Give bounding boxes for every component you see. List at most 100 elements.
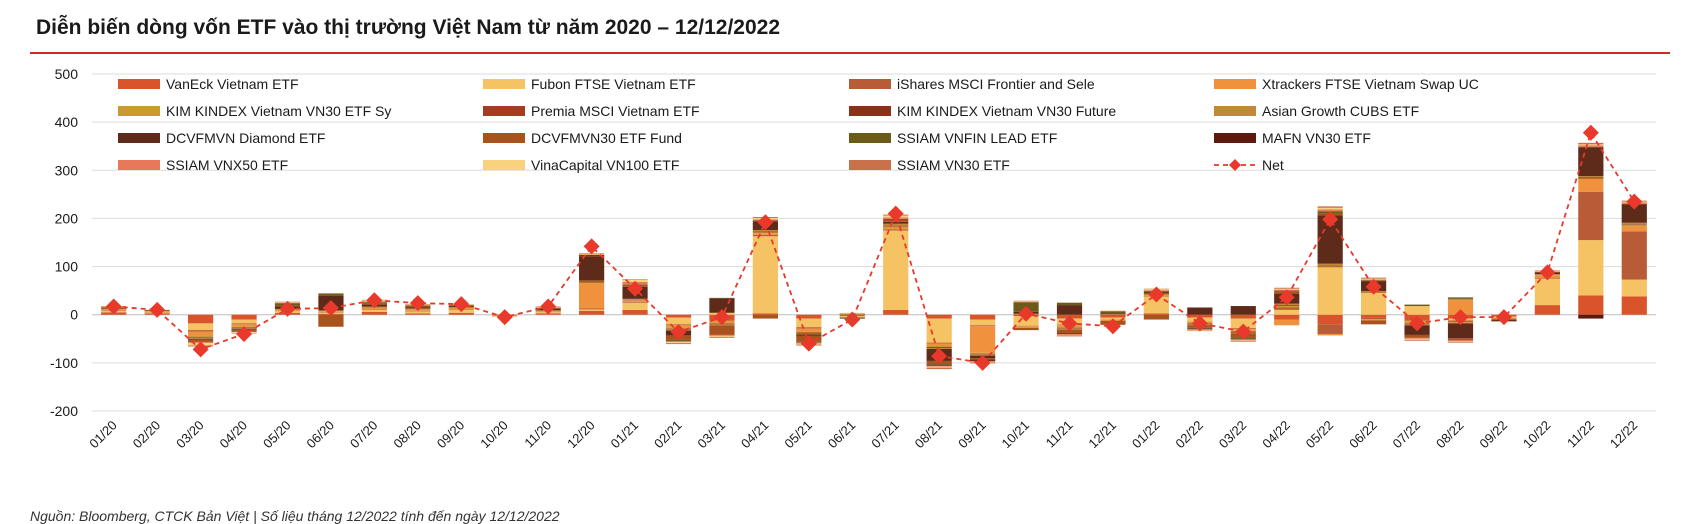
legend-swatch <box>1214 79 1256 89</box>
x-tick-label: 02/20 <box>130 418 164 452</box>
x-tick-label: 03/21 <box>694 418 728 452</box>
y-tick-label: -100 <box>50 355 78 371</box>
legend-swatch <box>118 133 160 143</box>
bar-segment <box>927 368 952 369</box>
bar-segment <box>1274 307 1299 309</box>
bar-segment <box>188 330 213 331</box>
bar-segment <box>970 315 995 320</box>
bar-segment <box>1578 315 1603 319</box>
bar-segment <box>188 315 213 324</box>
y-tick-label: -200 <box>50 403 78 419</box>
bar-segment <box>1622 280 1647 297</box>
bar-segment <box>883 310 908 315</box>
bar-segment <box>883 224 908 226</box>
x-tick-label: 08/22 <box>1433 418 1467 452</box>
bar-segment <box>796 332 821 333</box>
bar-segment <box>796 329 821 332</box>
bar-segment <box>1013 326 1038 327</box>
bar-segment <box>188 337 213 338</box>
bar-segment <box>796 333 821 334</box>
bar-segment <box>1318 324 1343 334</box>
x-tick-label: 06/20 <box>303 418 337 452</box>
legend-swatch <box>849 160 891 170</box>
bar-segment <box>188 323 213 330</box>
legend-swatch <box>118 160 160 170</box>
bar-segment <box>579 281 604 282</box>
x-tick-label: 11/22 <box>1564 418 1597 451</box>
bar-segment <box>362 312 387 315</box>
bar-segment <box>1318 266 1343 267</box>
legend-swatch-marker <box>1229 159 1241 171</box>
bar-segment <box>1622 231 1647 279</box>
x-tick-label: 09/22 <box>1476 418 1510 452</box>
bar-segment <box>1274 315 1299 320</box>
bar-segment <box>188 335 213 336</box>
bar-segment <box>579 281 604 282</box>
x-tick-label: 04/21 <box>738 418 772 452</box>
y-tick-label: 300 <box>55 162 79 178</box>
bar-segment <box>753 231 778 232</box>
bar-segment <box>970 326 995 352</box>
bar-segment <box>1057 335 1082 336</box>
bar-segment <box>1622 224 1647 225</box>
bar-segment <box>1578 240 1603 295</box>
bar-segment <box>1100 314 1125 315</box>
bar-segment <box>1013 301 1038 302</box>
bar-segment <box>622 299 647 300</box>
bar-segment <box>1318 315 1343 325</box>
bar-segment <box>1578 178 1603 179</box>
bar-segment <box>1057 333 1082 334</box>
bar-segment <box>1231 340 1256 341</box>
bar-segment <box>622 303 647 310</box>
x-tick-label: 12/20 <box>564 418 598 452</box>
bar-segment <box>1274 310 1299 315</box>
bar-segment <box>579 309 604 310</box>
bar-segment <box>1578 147 1603 148</box>
bar-segment <box>188 337 213 338</box>
bar-segment <box>318 315 343 327</box>
legend-label: DCVFMVN30 ETF Fund <box>531 130 682 146</box>
source-note: Nguồn: Bloomberg, CTCK Bản Việt | Số liệ… <box>30 508 560 524</box>
legend-swatch <box>483 133 525 143</box>
bar-segment <box>753 232 778 233</box>
y-tick-label: 0 <box>70 307 78 323</box>
bar-segment <box>1448 338 1473 339</box>
x-tick-label: 07/22 <box>1390 418 1424 452</box>
bar-segment <box>1274 306 1299 307</box>
bar-segment <box>579 308 604 309</box>
legend-label: KIM KINDEX Vietnam VN30 ETF Sy <box>166 103 391 119</box>
bar-segment <box>1578 295 1603 314</box>
bar-segment <box>1100 310 1125 311</box>
bar-segment <box>1318 267 1343 268</box>
bar-segment <box>1100 311 1125 313</box>
bar-segment <box>666 341 691 342</box>
bar-segment <box>1404 335 1429 337</box>
x-tick-label: 07/21 <box>868 418 902 452</box>
bar-segment <box>753 232 778 233</box>
legend-label: SSIAM VN30 ETF <box>897 157 1010 173</box>
bar-segment <box>579 311 604 315</box>
bar-segment <box>753 233 778 234</box>
bar-segment <box>927 343 952 344</box>
bar-segment <box>1361 320 1386 324</box>
bar-segment <box>883 230 908 309</box>
legend-label: SSIAM VNX50 ETF <box>166 157 288 173</box>
bar-segment <box>927 367 952 368</box>
bar-segment <box>1013 302 1038 303</box>
bar-segment <box>1622 225 1647 226</box>
bar-segment <box>1318 266 1343 267</box>
bar-segment <box>1100 313 1125 314</box>
x-tick-label: 05/22 <box>1303 418 1337 452</box>
bar-segment <box>1231 315 1256 319</box>
bar-segment <box>1622 225 1647 226</box>
bar-segment <box>753 315 778 319</box>
bar-segment <box>883 222 908 224</box>
bar-segment <box>666 343 691 344</box>
bar-segment <box>709 335 734 336</box>
bar-segment <box>1318 334 1343 335</box>
bar-segment <box>1578 176 1603 177</box>
bar-segment <box>1057 334 1082 335</box>
bar-segment <box>1578 144 1603 145</box>
x-tick-label: 10/22 <box>1520 418 1554 452</box>
bar-segment <box>1013 328 1038 330</box>
